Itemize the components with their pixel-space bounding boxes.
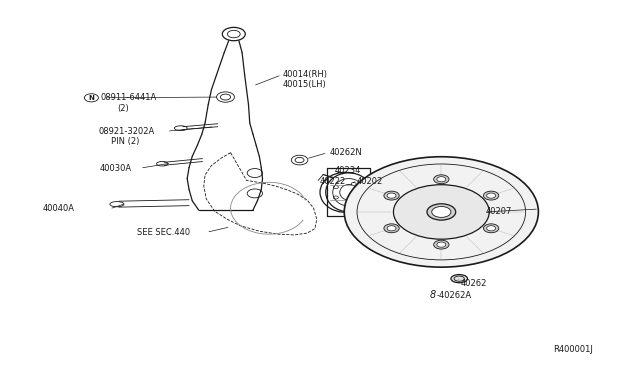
Circle shape bbox=[387, 226, 396, 231]
Text: 40015(LH): 40015(LH) bbox=[283, 80, 326, 89]
Circle shape bbox=[84, 94, 99, 102]
Circle shape bbox=[384, 191, 399, 200]
Text: R400001J: R400001J bbox=[553, 345, 593, 354]
Ellipse shape bbox=[427, 204, 456, 220]
Text: 40040A: 40040A bbox=[42, 205, 74, 214]
Text: N: N bbox=[88, 95, 94, 101]
Text: 08921-3202A: 08921-3202A bbox=[99, 126, 155, 136]
Text: 40262N: 40262N bbox=[330, 148, 362, 157]
Circle shape bbox=[483, 191, 499, 200]
Text: (2): (2) bbox=[118, 104, 129, 113]
Circle shape bbox=[437, 242, 446, 247]
Circle shape bbox=[384, 224, 399, 233]
Text: 40234: 40234 bbox=[335, 166, 361, 175]
Circle shape bbox=[434, 175, 449, 184]
Text: 40030A: 40030A bbox=[100, 164, 132, 173]
Text: 40262: 40262 bbox=[461, 279, 487, 288]
Text: 08911-6441A: 08911-6441A bbox=[100, 93, 157, 102]
Text: PIN (2): PIN (2) bbox=[111, 137, 139, 146]
Text: 40207: 40207 bbox=[486, 208, 513, 217]
Text: 40014(RH): 40014(RH) bbox=[283, 70, 328, 79]
Circle shape bbox=[434, 240, 449, 249]
Circle shape bbox=[437, 177, 446, 182]
Text: 8: 8 bbox=[430, 290, 436, 300]
Ellipse shape bbox=[344, 157, 538, 267]
Circle shape bbox=[486, 226, 495, 231]
Ellipse shape bbox=[432, 206, 451, 217]
Text: 40222: 40222 bbox=[320, 177, 346, 186]
Text: SEE SEC.440: SEE SEC.440 bbox=[137, 228, 190, 237]
Text: 40202: 40202 bbox=[357, 177, 383, 186]
Circle shape bbox=[387, 193, 396, 198]
Ellipse shape bbox=[394, 185, 489, 239]
Circle shape bbox=[486, 193, 495, 198]
Circle shape bbox=[483, 224, 499, 233]
Ellipse shape bbox=[451, 275, 467, 283]
Text: -40262A: -40262A bbox=[436, 291, 471, 300]
